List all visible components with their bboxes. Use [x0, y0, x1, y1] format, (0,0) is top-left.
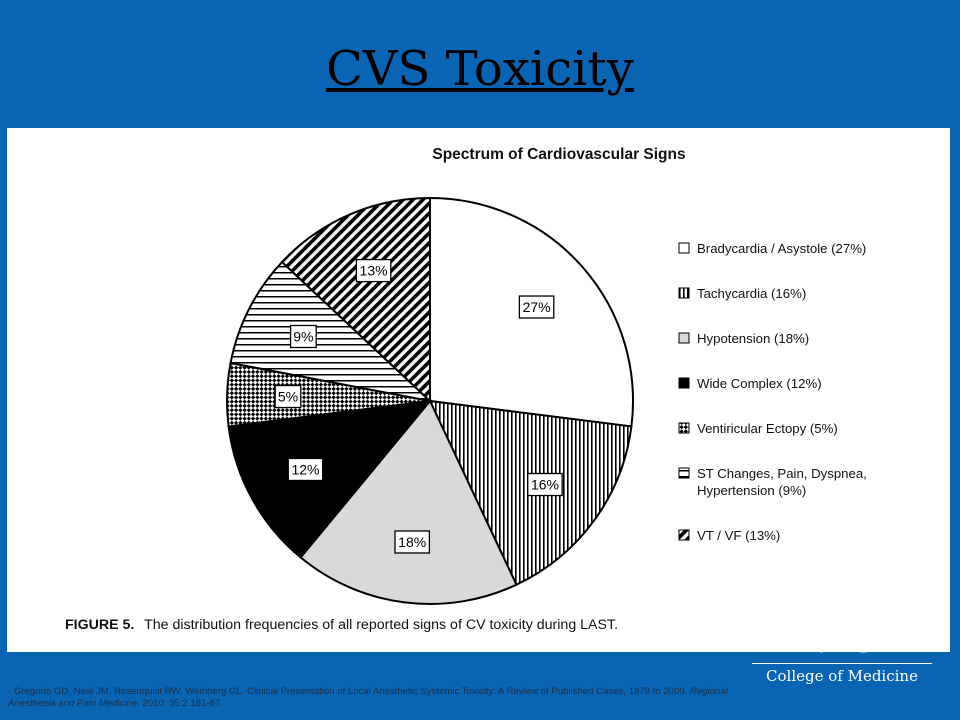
- legend-item-tachycardia: Tachycardia (16%): [678, 286, 806, 301]
- pie-slice-labels: 27% 16% 18% 12% 5% 9% 13%: [274, 258, 563, 554]
- legend-item-bradycardia-asystole: Bradycardia / Asystole (27%): [678, 241, 866, 256]
- figure-caption-text: The distribution frequencies of all repo…: [144, 617, 618, 633]
- svg-text:Tachycardia (16%): Tachycardia (16%): [697, 286, 806, 301]
- legend-item-wide-complex: Wide Complex (12%): [678, 376, 822, 391]
- logo-wordmark: KENTUCKY: [752, 636, 932, 660]
- svg-text:12%: 12%: [291, 461, 319, 477]
- svg-text:Bradycardia / Asystole (27%): Bradycardia / Asystole (27%): [697, 241, 866, 256]
- slice-label-bradycardia-asystole: 27%: [518, 295, 555, 319]
- chart-title: Spectrum of Cardiovascular Signs: [432, 146, 685, 163]
- svg-text:13%: 13%: [360, 263, 388, 279]
- svg-text:Ventiricular Ectopy (5%): Ventiricular Ectopy (5%): [697, 421, 838, 436]
- slice-label-ventiricular-ectopy: 5%: [274, 384, 302, 409]
- citation-authors: - Gregorio GD, Neal JM, Rosenquist RW, W…: [8, 686, 691, 697]
- legend-item-vt-vf: VT / VF (13%): [678, 528, 780, 543]
- slice-label-wide-complex: 12%: [287, 457, 324, 482]
- svg-text:Wide Complex (12%): Wide Complex (12%): [697, 376, 822, 391]
- svg-text:9%: 9%: [293, 328, 313, 344]
- svg-text:5%: 5%: [278, 389, 298, 405]
- pie-slice-vt-vf: [280, 196, 431, 404]
- citation-details: 2010; 35:2 181-87.: [139, 698, 223, 709]
- pie-slice-hypotension: [299, 399, 518, 605]
- svg-text:ST Changes, Pain, Dyspnea,: ST Changes, Pain, Dyspnea,: [697, 466, 867, 481]
- legend-item-ventiricular-ectopy: Ventiricular Ectopy (5%): [678, 421, 838, 436]
- slice-label-hypotension: 18%: [394, 530, 431, 554]
- chart-legend: Bradycardia / Asystole (27%) Tachycardia …: [678, 241, 867, 543]
- slice-label-st-changes-pain-dyspnea-hypertension: 9%: [289, 324, 317, 349]
- svg-text:27%: 27%: [523, 299, 551, 315]
- pie-slices: [226, 196, 634, 605]
- legend-item-st-changes-pain-dyspnea-hypertension: ST Changes, Pain, Dyspnea, Hypertension (…: [678, 466, 867, 498]
- logo-divider: [752, 663, 932, 664]
- pie-chart: Spectrum of Cardiovascular Signs 27% 16% 1…: [65, 146, 867, 633]
- figure-caption: FIGURE 5. The distribution frequencies o…: [65, 617, 618, 633]
- svg-text:VT / VF (13%): VT / VF (13%): [697, 528, 780, 543]
- svg-text:16%: 16%: [531, 477, 559, 493]
- slide-title: CVS Toxicity: [326, 41, 634, 97]
- figure-caption-label: FIGURE 5.: [65, 617, 134, 633]
- pie-slice-wide-complex: [227, 399, 433, 559]
- legend-item-hypotension: Hypotension (18%): [678, 331, 809, 346]
- slice-label-vt-vf: 13%: [355, 258, 392, 283]
- svg-text:18%: 18%: [398, 534, 426, 550]
- slice-label-tachycardia: 16%: [527, 472, 563, 497]
- citation: - Gregorio GD, Neal JM, Rosenquist RW, W…: [8, 686, 748, 710]
- svg-text:Hypotension (18%): Hypotension (18%): [697, 331, 809, 346]
- logo-subtitle: College of Medicine: [766, 667, 918, 685]
- citation-journal: Regional Anesthesia and Pain Medicine.: [8, 686, 728, 709]
- figure-panel: Spectrum of Cardiovascular Signs 27% 16% 1…: [7, 128, 950, 652]
- pie-slice-st-changes-pain-dyspnea-hypertension: [229, 260, 434, 403]
- svg-text:Hypertension (9%): Hypertension (9%): [697, 483, 806, 498]
- college-logo: KENTUCKY College of Medicine: [752, 636, 932, 690]
